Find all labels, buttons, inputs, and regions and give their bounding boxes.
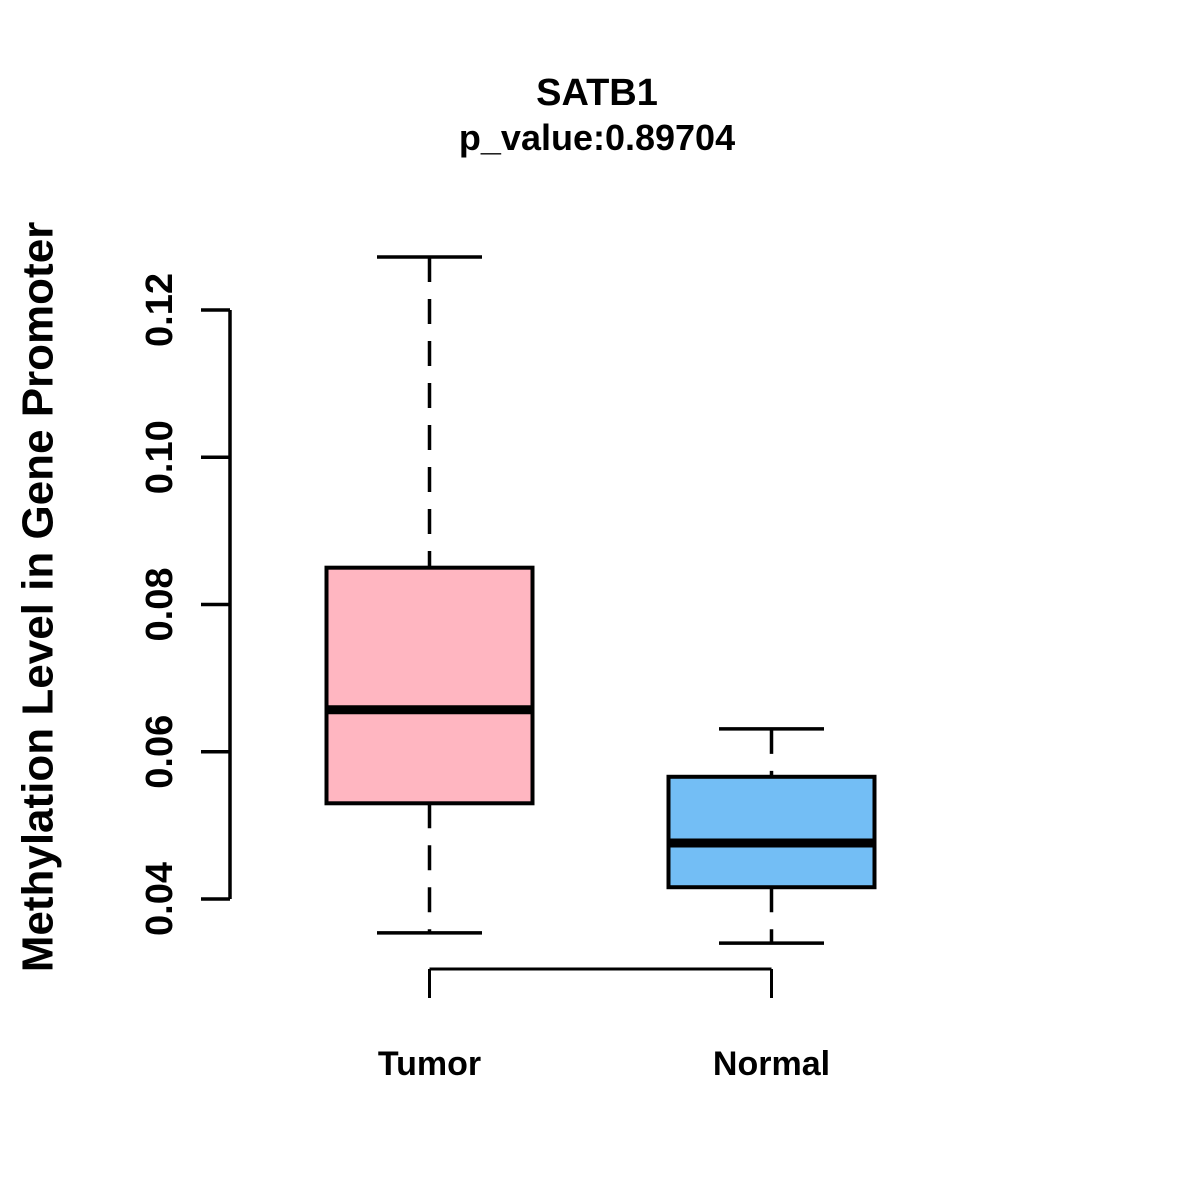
y-axis-tick-label: 0.04 bbox=[139, 862, 181, 936]
y-axis-tick-label: 0.08 bbox=[139, 568, 181, 642]
tumor-x-axis-label: Tumor bbox=[378, 1045, 481, 1083]
y-axis-tick-label: 0.10 bbox=[139, 420, 181, 494]
y-axis-title: Methylation Level in Gene Promoter bbox=[14, 222, 63, 973]
plot-layer: 0.04 0.06 0.08 0.10 0.12 Tumor Normal bbox=[139, 255, 877, 1083]
chart-subtitle: p_value:0.89704 bbox=[459, 117, 735, 158]
normal-box bbox=[666, 774, 877, 890]
y-axis-tick-label: 0.06 bbox=[139, 715, 181, 789]
y-axis-tick-label: 0.12 bbox=[139, 273, 181, 347]
tumor-box bbox=[324, 565, 535, 806]
chart-title: SATB1 bbox=[536, 72, 658, 114]
normal-x-axis-label: Normal bbox=[713, 1045, 830, 1083]
